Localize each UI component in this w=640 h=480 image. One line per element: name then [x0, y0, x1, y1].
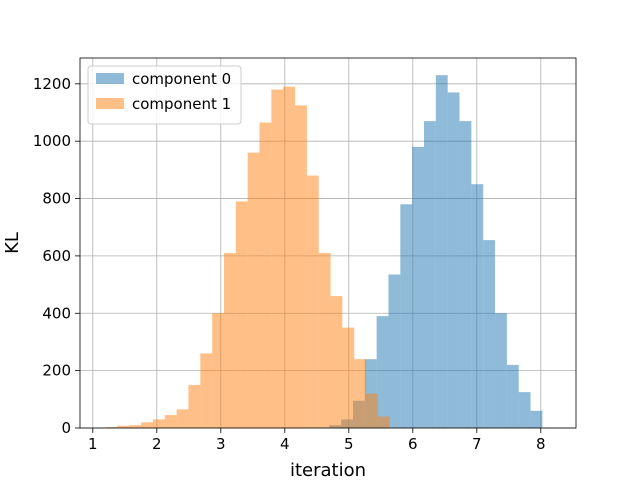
bar-series-1 — [176, 409, 189, 428]
bar-series-0 — [424, 121, 436, 429]
x-tick-label: 5 — [344, 435, 354, 453]
y-tick-label: 800 — [42, 190, 71, 208]
y-tick-label: 0 — [61, 419, 71, 437]
y-tick-label: 600 — [42, 247, 71, 265]
plot-frame — [79, 57, 577, 429]
bar-series-1 — [295, 105, 307, 428]
y-axis-label: KL — [2, 232, 23, 254]
x-axis-label: iteration — [290, 460, 366, 480]
x-tick-label: 4 — [280, 435, 290, 453]
bar-series-0 — [483, 240, 496, 428]
bar-series-1 — [259, 122, 272, 428]
bar-series-1 — [271, 89, 284, 428]
x-tick-label: 3 — [216, 435, 226, 453]
legend-frame — [87, 65, 242, 125]
bar-series-1 — [188, 384, 201, 428]
bar-series-0 — [376, 316, 389, 428]
x-tick-label: 1 — [88, 435, 98, 453]
bar-series-1 — [164, 415, 177, 428]
bar-series-1 — [354, 359, 367, 428]
bar-series-0 — [506, 364, 519, 428]
legend-swatch — [96, 98, 124, 109]
bar-series-0 — [471, 184, 484, 428]
legend-label: component 0 — [132, 70, 231, 88]
legend-swatch — [96, 73, 124, 84]
bar-series-1 — [152, 419, 165, 428]
bar-series-1 — [306, 175, 319, 428]
bar-series-1 — [247, 152, 260, 428]
bar-series-1 — [105, 427, 118, 428]
bar-series-0 — [412, 146, 424, 428]
bar-series-1 — [200, 353, 213, 428]
bar-series-1 — [377, 416, 390, 428]
bar-series-1 — [330, 296, 343, 428]
x-tick-label: 8 — [536, 435, 546, 453]
bar-series-1 — [235, 201, 248, 428]
bar-series-1 — [318, 253, 331, 428]
x-tick-label: 6 — [408, 435, 418, 453]
bar-series-0 — [530, 410, 543, 428]
bar-series-0 — [400, 204, 413, 428]
bar-series-0 — [495, 313, 507, 428]
y-tick-label: 400 — [42, 304, 71, 322]
bar-series-1 — [342, 327, 355, 428]
bar-series-1 — [283, 86, 296, 429]
legend-label: component 1 — [132, 95, 231, 113]
bar-series-1 — [224, 253, 236, 428]
bar-series-1 — [141, 422, 153, 428]
axis-ticks: 1 2 3 4 5 6 7 8 0 200 400 600 800 1000 1200 — [33, 75, 546, 453]
histogram-bars — [105, 75, 543, 429]
bar-series-0 — [388, 274, 401, 428]
bar-series-1 — [117, 425, 130, 428]
bar-series-1 — [366, 393, 378, 428]
x-tick-label: 2 — [152, 435, 162, 453]
bar-series-0 — [459, 121, 472, 429]
x-tick-label: 7 — [472, 435, 482, 453]
bar-series-1 — [212, 313, 224, 428]
bar-series-1 — [129, 425, 142, 428]
bar-series-0 — [518, 392, 531, 428]
y-tick-label: 1200 — [33, 75, 71, 93]
legend: component 0 component 1 — [87, 65, 242, 125]
y-tick-label: 200 — [42, 362, 71, 380]
y-tick-label: 1000 — [33, 132, 71, 150]
bar-series-0 — [447, 92, 460, 428]
bar-series-0 — [435, 75, 448, 429]
